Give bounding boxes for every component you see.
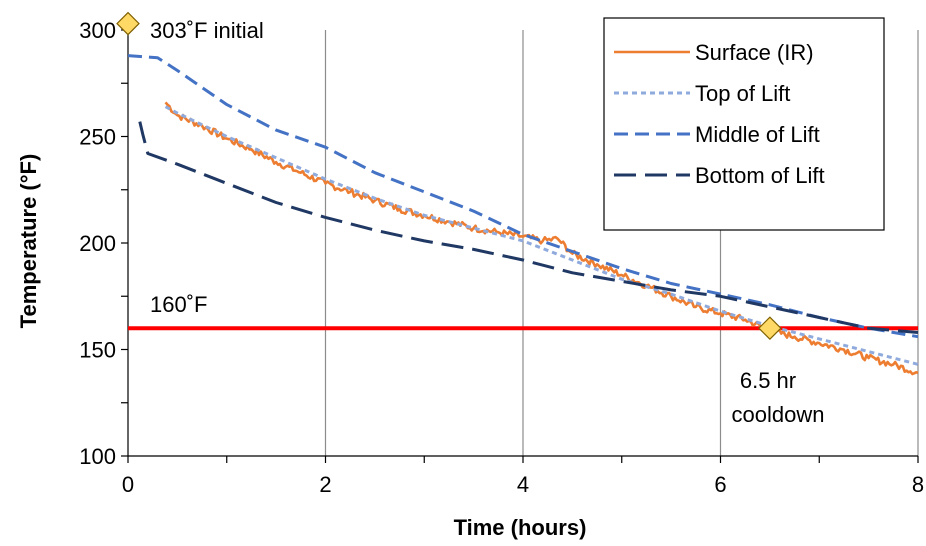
legend-items: Surface (IR) Top of Lift Middle of Lift Bot… — [614, 40, 825, 188]
series-line-top-of-lift — [164, 105, 919, 366]
x-tick-label: 0 — [122, 472, 134, 497]
x-axis-title: Time (hours) — [454, 515, 587, 540]
y-tick-label: 150 — [79, 338, 116, 363]
x-tick-label: 2 — [319, 472, 331, 497]
x-tick-label: 6 — [714, 472, 726, 497]
x-tick-label: 8 — [912, 472, 924, 497]
reference-line-label: 160˚F — [150, 292, 207, 317]
legend-box — [603, 17, 885, 231]
initial-marker-label: 303˚F initial — [150, 18, 264, 43]
series-line-bottom-of-lift — [138, 121, 919, 334]
legend-label: Bottom of Lift — [695, 163, 825, 188]
y-tick-label: 250 — [79, 125, 116, 150]
series-line-middle-of-lift — [127, 54, 919, 339]
x-tick-label: 4 — [517, 472, 529, 497]
cooldown-label-line1: 6.5 hr — [740, 368, 796, 393]
y-tick-label: 300 — [79, 18, 116, 43]
legend-label: Surface (IR) — [695, 40, 814, 65]
marker-diamond — [758, 316, 782, 341]
y-tick-label: 100 — [79, 444, 116, 469]
legend-label: Top of Lift — [695, 81, 790, 106]
y-axis-title: Temperature (°F) — [16, 154, 41, 329]
series-layer — [127, 54, 919, 376]
cooldown-label-line2: cooldown — [732, 402, 825, 427]
y-tick-label: 200 — [79, 231, 116, 256]
axes: 100 150 200 250 300 0 2 4 6 8 — [79, 18, 924, 497]
marker-diamond — [116, 11, 140, 36]
marker-layer — [116, 11, 782, 341]
legend: Surface (IR) Top of Lift Middle of Lift Bot… — [603, 17, 885, 231]
legend-label: Middle of Lift — [695, 122, 820, 147]
